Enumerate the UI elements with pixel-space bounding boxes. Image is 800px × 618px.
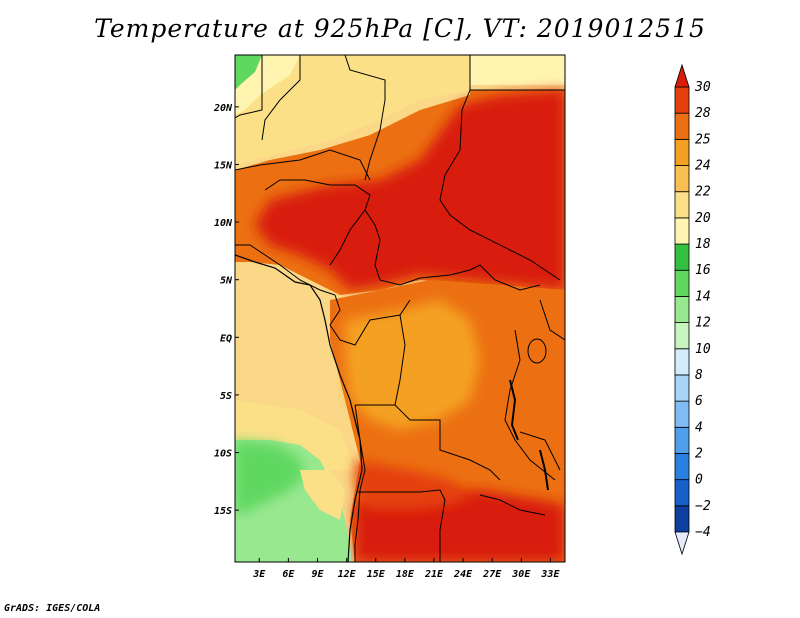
- colorbar-min-triangle: [674, 531, 690, 556]
- y-axis: 20N 15N 10N 5N EQ 5S 10S 15S: [213, 103, 239, 517]
- border-line: [394, 314, 501, 481]
- colorbar-label: 28: [695, 106, 711, 121]
- y-tick-label: 10S: [214, 449, 232, 460]
- y-tick-label: EQ: [220, 333, 232, 344]
- congo-mild-field: [345, 300, 480, 430]
- colorbar-label: 2: [695, 446, 703, 461]
- y-tick-label: 5N: [220, 276, 233, 287]
- lake-malawi: [539, 449, 549, 491]
- border-line: [479, 494, 546, 516]
- coastline: [235, 254, 363, 562]
- colorbar-label: 18: [695, 237, 711, 252]
- angola-warm-field: [355, 460, 470, 510]
- border-line: [344, 55, 386, 181]
- x-tick-label: 9E: [311, 569, 324, 580]
- colorbar-label: 24: [695, 159, 711, 174]
- lake-victoria: [527, 338, 547, 364]
- x-tick-label: 12E: [338, 569, 357, 580]
- colorbar-box: [674, 165, 690, 193]
- colorbar-box: [674, 348, 690, 376]
- x-tick-label: 27E: [482, 569, 502, 580]
- south-atlantic-green: [235, 440, 305, 515]
- plot-frame: [234, 54, 566, 563]
- colorbar-box: [674, 217, 690, 245]
- colorbar-box: [674, 112, 690, 140]
- y-tick-label: 15S: [214, 506, 232, 517]
- colorbar-box: [674, 269, 690, 297]
- colorbar-max-triangle: [674, 63, 690, 88]
- colorbar-label: 16: [695, 263, 711, 278]
- x-tick-label: 33E: [540, 569, 560, 580]
- colorbar-label: −4: [695, 525, 711, 540]
- x-tick-label: 21E: [424, 569, 444, 580]
- colorbar-label: 12: [695, 316, 711, 331]
- lake-tanganyika: [509, 379, 519, 441]
- country-borders: [235, 55, 565, 562]
- x-tick-label: 15E: [367, 569, 386, 580]
- colorbar-label: 20: [695, 211, 711, 226]
- temperature-field: [235, 55, 565, 562]
- northwest-green-field: [235, 55, 262, 90]
- colorbar-box: [674, 400, 690, 428]
- x-tick-label: 3E: [252, 569, 266, 580]
- colorbar-label: 14: [695, 289, 711, 304]
- colorbar-label: 4: [695, 420, 703, 435]
- colorbar-box: [674, 453, 690, 481]
- colorbar-label: 22: [695, 185, 711, 200]
- x-axis: 3E 6E 9E 12E 15E 18E 21E 24E 27E 30E 33E: [252, 558, 560, 580]
- colorbar-label: 8: [695, 368, 703, 383]
- colorbar-label: 6: [695, 394, 703, 409]
- colorbar-label: 25: [695, 132, 711, 147]
- y-tick-label: 10N: [214, 218, 233, 229]
- colorbar-box: [674, 138, 690, 166]
- sahel-hot-core: [255, 90, 565, 290]
- colorbar-box: [674, 374, 690, 402]
- border-line: [539, 299, 565, 341]
- colorbar-box: [674, 243, 690, 271]
- benguela-field: [300, 470, 345, 520]
- border-line: [261, 55, 301, 141]
- border-line: [235, 244, 336, 296]
- colorbar-label: 10: [695, 342, 711, 357]
- border-line: [358, 489, 446, 562]
- y-tick-label: 15N: [214, 160, 233, 171]
- sahara-field: [235, 55, 470, 165]
- colorbar-box: [674, 322, 690, 350]
- border-line: [504, 329, 556, 481]
- colorbar-label: 30: [694, 80, 711, 95]
- colorbar-box: [674, 426, 690, 454]
- lakes: [509, 338, 549, 491]
- border-line: [264, 179, 371, 266]
- colorbar-box: [674, 191, 690, 219]
- y-tick-label: 20N: [213, 103, 233, 114]
- colorbar-box: [674, 296, 690, 323]
- border-line: [364, 209, 541, 291]
- border-line: [519, 431, 561, 471]
- x-tick-label: 24E: [453, 569, 473, 580]
- border-line: [329, 294, 411, 346]
- x-tick-label: 18E: [396, 569, 415, 580]
- chart-title: Temperature at 925hPa [C], VT: 201901251…: [94, 14, 706, 43]
- colorbar-box: [674, 86, 690, 114]
- colorbar-label: −2: [695, 499, 711, 514]
- coastline-path: [235, 254, 363, 562]
- sahara-north-field: [235, 55, 565, 85]
- border-line: [235, 55, 263, 119]
- credit-label: GrADS: IGES/COLA: [4, 603, 101, 614]
- colorbar-box: [674, 505, 690, 533]
- x-tick-label: 6E: [282, 569, 295, 580]
- colorbar-label: 0: [695, 473, 703, 488]
- border-line: [439, 55, 561, 281]
- colorbar-box: [674, 479, 690, 507]
- x-tick-label: 30E: [511, 569, 531, 580]
- y-tick-label: 5S: [220, 391, 232, 402]
- border-line: [235, 149, 371, 181]
